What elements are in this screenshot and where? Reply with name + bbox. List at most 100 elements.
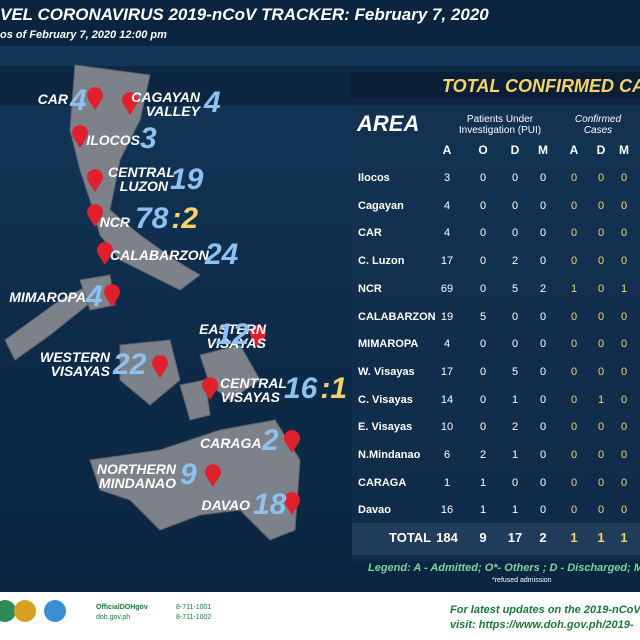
area-name: NCR — [358, 282, 382, 295]
table-cell: 1 — [511, 393, 519, 406]
table-cell: 0 — [597, 199, 605, 212]
table-cell: 0 — [597, 282, 605, 295]
map — [4, 64, 301, 541]
table-cell: 0 — [570, 476, 578, 489]
region-name: CAR — [37, 91, 68, 107]
table-cell: 0 — [620, 504, 628, 517]
table-cell: 0 — [620, 199, 628, 212]
table-cell: 0 — [479, 282, 487, 295]
table-cell: 0 — [539, 365, 547, 378]
table-cell: 0 — [620, 255, 628, 268]
area-name: N.Mindanao — [358, 449, 421, 461]
pin — [250, 325, 266, 348]
table-cell: 0 — [570, 365, 578, 378]
phone: 8-711-1002 — [176, 614, 212, 621]
table-cell: 0 — [511, 199, 519, 212]
table-cell: 0 — [479, 338, 487, 351]
table-cell: 0 — [539, 172, 547, 184]
region-count: 24 — [205, 238, 239, 271]
table-cell: 0 — [620, 338, 628, 351]
pin — [204, 464, 221, 487]
table-cell: 5 — [511, 282, 519, 295]
table-cell: 0 — [570, 172, 578, 184]
phone: 8-711-1001 — [176, 604, 212, 611]
table-cell: 3 — [443, 172, 451, 184]
region-count: 4 — [70, 84, 87, 117]
table-cell: 0 — [511, 310, 519, 323]
logo — [44, 600, 66, 622]
table-cell: 0 — [620, 365, 628, 378]
column-header: O — [478, 143, 488, 157]
confirmed-header: Confirmed Cases — [574, 114, 622, 136]
area-name: MIMAROPA — [358, 338, 419, 351]
mindanao — [89, 419, 301, 541]
region-count: 16 — [284, 372, 318, 405]
table-cell: 1 — [597, 393, 605, 406]
table-cell: 0 — [570, 338, 578, 351]
table-cell: 0 — [539, 338, 547, 351]
table-cell: 1 — [479, 476, 487, 489]
table-cell: 0 — [597, 504, 605, 517]
table-cell: 0 — [620, 310, 628, 323]
area-name: Davao — [358, 504, 392, 517]
pin — [97, 242, 113, 265]
column-header: M — [619, 143, 629, 157]
table-cell: 0 — [539, 421, 547, 434]
update-line: For latest updates on the 2019-nCoV, — [450, 604, 640, 616]
table-cell: 0 — [539, 255, 547, 268]
table-cell: 0 — [597, 172, 605, 184]
region-count: 12 — [216, 318, 250, 351]
table-cell: 5 — [479, 310, 487, 323]
legend: Legend: A - Admitted; O*- Others ; D - D… — [368, 562, 640, 574]
table-cell: 0 — [597, 338, 605, 351]
table-cell: 0 — [597, 449, 605, 461]
region-name: ILOCOS — [86, 132, 140, 148]
table-cell: 0 — [620, 172, 628, 184]
header-bar — [0, 0, 640, 46]
table-cell: 0 — [597, 476, 605, 489]
total-cell: 184 — [436, 530, 458, 545]
table-cell: 2 — [511, 421, 519, 434]
table-cell: 0 — [511, 227, 519, 240]
pin — [86, 169, 103, 192]
column-header: A — [442, 143, 452, 157]
table-cell: 0 — [479, 255, 487, 268]
table-cell: 1 — [620, 282, 628, 295]
region-name: MIMAROPA — [9, 289, 86, 305]
region-count: 4 — [204, 86, 221, 119]
table-cell: 0 — [511, 172, 519, 184]
table-cell: 0 — [539, 199, 547, 212]
table-cell: 0 — [539, 449, 547, 461]
table-title: TOTAL CONFIRMED CASES: — [442, 76, 640, 96]
region-name: CENTRAL LUZON — [108, 164, 175, 194]
table-cell: 4 — [443, 199, 451, 212]
region-name: CAGAYAN VALLEY — [131, 89, 200, 119]
table-cell: 0 — [597, 310, 605, 323]
cebu — [179, 379, 211, 421]
pin — [72, 125, 88, 148]
region-name: CALABARZON — [110, 247, 209, 263]
table-cell: 0 — [479, 227, 487, 240]
table-cell: 0 — [597, 365, 605, 378]
table-cell: 6 — [443, 449, 451, 461]
table-cell: 0 — [620, 393, 628, 406]
total-label: TOTAL — [389, 530, 432, 545]
table-cell: 0 — [511, 338, 519, 351]
region-name: WESTERN VISAYAS — [40, 349, 110, 379]
column-header: D — [510, 143, 520, 157]
table-cell: 4 — [443, 227, 451, 240]
region-count: 9 — [180, 458, 197, 491]
table-cell: 1 — [443, 476, 451, 489]
table-cell: 0 — [570, 255, 578, 268]
table-title-bar — [350, 72, 640, 98]
region-count: 4 — [86, 280, 103, 313]
table-cell: 0 — [570, 227, 578, 240]
table-cell: 0 — [539, 504, 547, 517]
table-cell: 2 — [539, 282, 547, 295]
table-cell: 0 — [620, 449, 628, 461]
table-cell: 4 — [443, 338, 451, 351]
region-name: CENTRAL VISAYAS — [220, 375, 287, 405]
footer — [0, 592, 640, 640]
site: doh.gov.ph — [96, 614, 131, 621]
region-count: 19 — [170, 163, 204, 196]
